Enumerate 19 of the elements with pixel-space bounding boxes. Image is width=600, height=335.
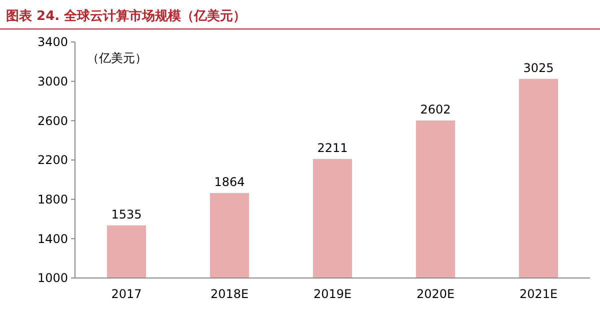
data-label: 2602 (420, 102, 451, 116)
y-tick-label: 3000 (37, 74, 68, 89)
data-label: 3025 (523, 60, 554, 75)
x-tick-label: 2019E (313, 287, 352, 301)
y-tick-label: 2600 (37, 114, 68, 128)
x-tick-label: 2017 (111, 287, 142, 301)
data-label: 2211 (317, 140, 348, 155)
y-tick-label: 3400 (37, 35, 68, 50)
x-tick-label: 2020E (416, 287, 455, 301)
y-tick-label: 1800 (37, 192, 68, 207)
y-tick-label: 1400 (37, 232, 68, 246)
data-label: 1864 (214, 175, 245, 190)
data-label: 1535 (111, 207, 142, 222)
y-axis-title: （亿美元） (87, 51, 147, 65)
x-tick-label: 2018E (210, 287, 249, 301)
chart-title: 图表 24. 全球云计算市场规模（亿美元） (6, 8, 246, 24)
y-tick-label: 2200 (37, 153, 68, 168)
x-tick-label: 2021E (519, 287, 558, 301)
y-tick-label: 1000 (37, 271, 68, 286)
